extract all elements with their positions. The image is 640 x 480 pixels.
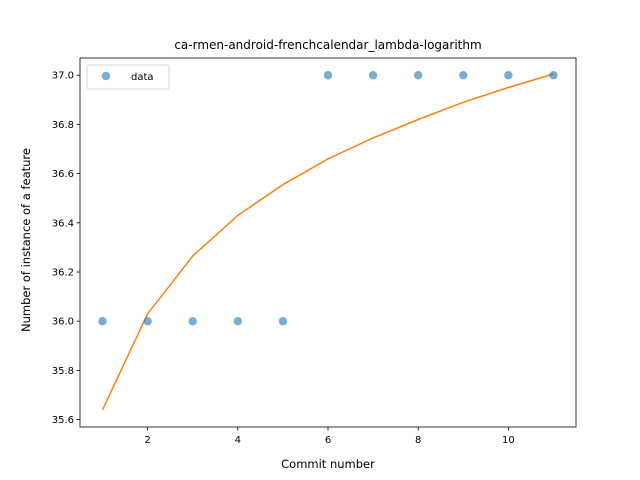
y-tick-label: 37.0: [52, 71, 74, 82]
data-point: [459, 71, 468, 80]
data-point: [323, 71, 333, 80]
legend-box: [86, 64, 170, 90]
y-tick-label: 36.4: [52, 218, 74, 229]
y-tick-label: 36.6: [52, 169, 74, 180]
legend-marker: [101, 71, 111, 81]
x-tick-label: 8: [415, 435, 421, 446]
data-point: [549, 71, 558, 80]
legend-label: data: [131, 72, 154, 83]
data-point: [368, 71, 378, 80]
data-point: [413, 71, 423, 80]
data-point: [98, 317, 107, 326]
data-point: [188, 317, 197, 326]
y-axis-label: Number of instance of a feature: [19, 148, 33, 332]
data-point: [504, 71, 513, 80]
fit-line: [101, 73, 554, 411]
y-tick-label: 36.2: [52, 268, 74, 279]
x-tick-label: 6: [325, 435, 331, 446]
x-tick-label: 2: [144, 435, 150, 446]
chart-title: ca-rmen-android-frenchcalendar_lambda-lo…: [174, 38, 481, 52]
y-tick-label: 35.6: [52, 415, 74, 426]
x-axis-label: Commit number: [281, 457, 375, 471]
x-tick-label: 10: [502, 435, 515, 446]
y-tick-label: 36.0: [52, 317, 74, 328]
data-point: [233, 317, 243, 326]
x-tick-label: 4: [235, 435, 241, 446]
y-tick-label: 36.8: [52, 120, 74, 131]
plot-area: 2 4 6 8 10 35.6 35.8 36.0 36.2 36.4 36.6 36.8 37.0: [52, 57, 577, 446]
data-point: [278, 317, 288, 326]
legend: data: [86, 64, 170, 90]
data-point: [143, 317, 152, 326]
y-tick-label: 35.8: [52, 366, 74, 377]
